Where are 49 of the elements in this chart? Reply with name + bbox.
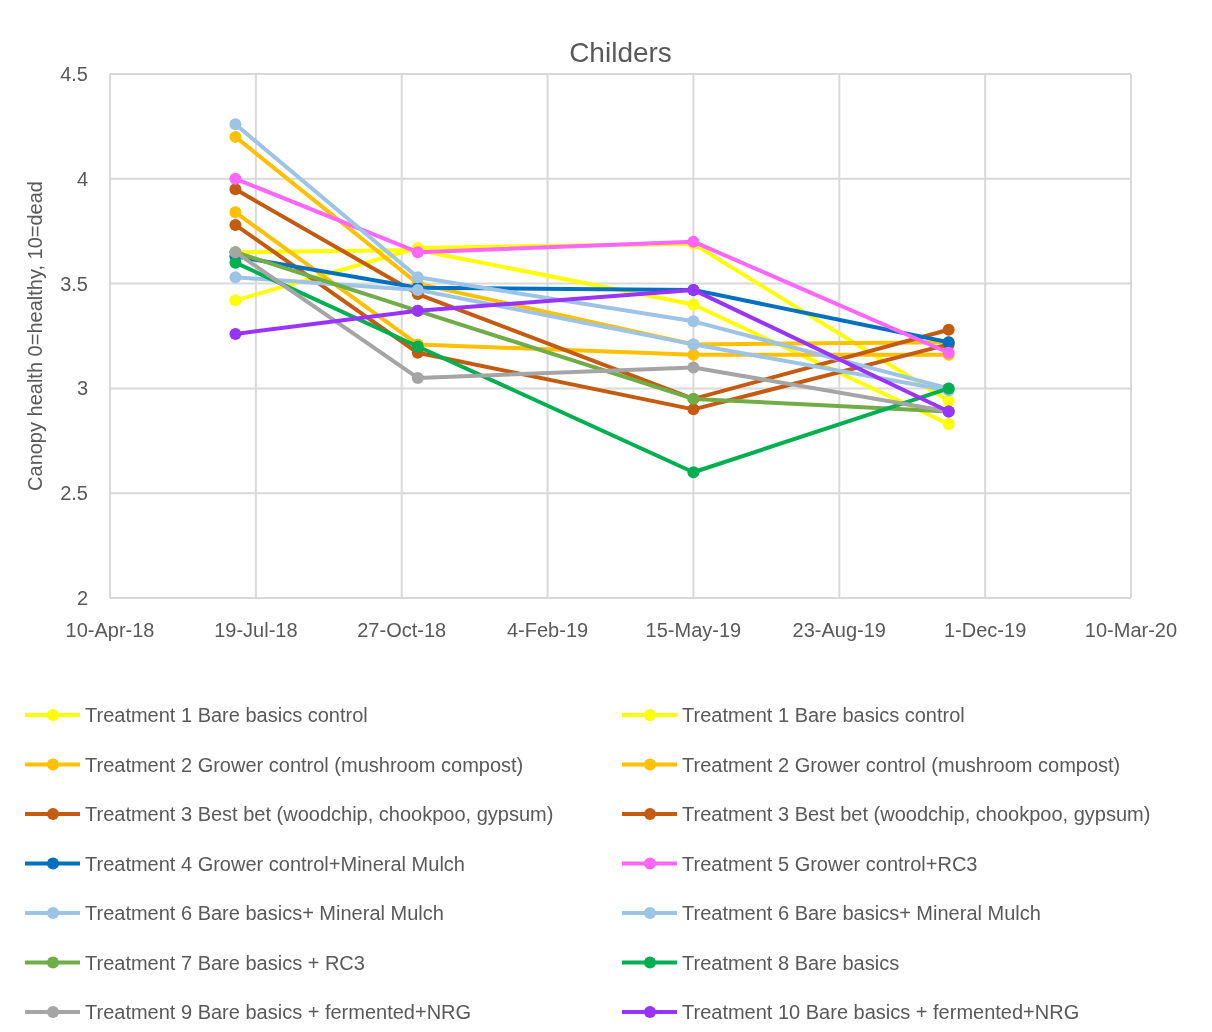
point	[687, 403, 700, 416]
x-tick-label: 4-Feb-19	[506, 619, 589, 641]
y-axis-title: Canopy health 0=healthy, 10=dead	[24, 181, 46, 491]
x-tick-label: 23-Aug-19	[792, 619, 886, 641]
point	[229, 256, 242, 269]
legend-label: Treatment 2 Grower control (mushroom compost)	[682, 753, 1121, 776]
x-tick-label: 10-Mar-20	[1084, 619, 1178, 641]
point	[229, 183, 242, 196]
legend-label: Treatment 9 Bare basics + fermented+NRG	[85, 1001, 472, 1023]
legend-label: Treatment 8 Bare basics	[682, 951, 900, 974]
point	[942, 323, 955, 336]
y-tick-label: 4.5	[60, 63, 88, 85]
legend-label: Treatment 10 Bare basics + fermented+NRG	[682, 1001, 1080, 1023]
y-tick-label: 4	[76, 167, 88, 190]
legend-label: Treatment 2 Grower control (mushroom compost)	[85, 753, 524, 776]
y-tick-label: 3	[76, 377, 88, 400]
legend-label: Treatment 1 Bare basics control	[85, 704, 368, 726]
point	[942, 418, 955, 431]
legend-label: Treatment 3 Best bet (woodchip, chookpoo, gypsum)	[85, 803, 554, 825]
x-tick-label: 1-Dec-19	[944, 619, 1027, 641]
point	[229, 206, 242, 219]
x-tick-label: 27-Oct-18	[357, 619, 447, 641]
y-tick-label: 2	[76, 587, 88, 609]
point	[687, 361, 700, 374]
legend-label: Treatment 1 Bare basics control	[682, 704, 965, 726]
point	[229, 327, 242, 340]
legend-label: Treatment 6 Bare basics+ Mineral Mulch	[85, 902, 444, 924]
legend-label: Treatment 7 Bare basics + RC3	[85, 951, 365, 974]
point	[229, 218, 242, 231]
point	[229, 130, 242, 143]
point	[411, 371, 424, 384]
point	[229, 118, 242, 131]
point	[687, 466, 700, 479]
point	[229, 172, 242, 185]
chart-title: Childers	[569, 37, 672, 68]
point	[687, 348, 700, 361]
point	[229, 271, 242, 284]
x-tick-label: 19-Jul-18	[214, 619, 298, 641]
legend-label: Treatment 3 Best bet (woodchip, chookpoo, gypsum)	[682, 803, 1151, 825]
point	[687, 298, 700, 311]
legend-label: Treatment 4 Grower control+Mineral Mulch	[85, 852, 465, 875]
y-tick-label: 2.5	[60, 482, 88, 505]
legend-label: Treatment 6 Bare basics+ Mineral Mulch	[682, 902, 1041, 924]
y-tick-label: 3.5	[60, 272, 88, 295]
x-tick-label: 10-Apr-18	[65, 619, 155, 641]
x-tick-label: 15-May-19	[645, 619, 742, 641]
legend-label: Treatment 5 Grower control+RC3	[682, 852, 978, 875]
point	[687, 315, 700, 328]
point	[229, 294, 242, 307]
